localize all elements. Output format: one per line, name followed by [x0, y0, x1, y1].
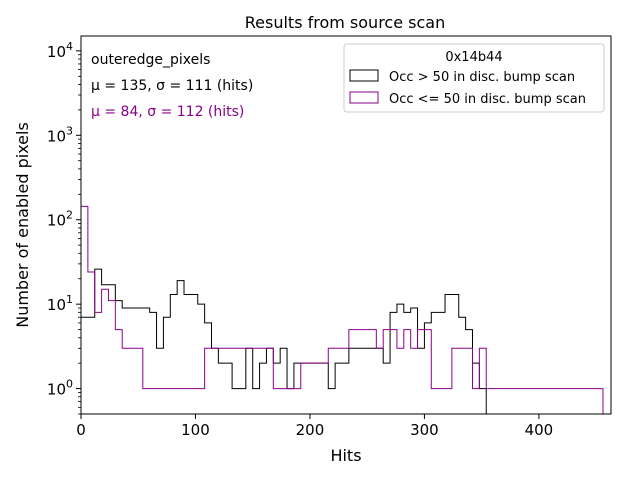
annotation-name: outeredge_pixels: [91, 52, 210, 68]
chart-title: Results from source scan: [245, 13, 445, 32]
annotation-stats-black: μ = 135, σ = 111 (hits): [91, 78, 253, 94]
legend-box: [343, 43, 605, 113]
x-tick-label: 100: [181, 421, 210, 439]
y-tick-label: 102: [47, 209, 73, 230]
y-tick-label: 101: [47, 293, 73, 314]
legend-swatch-black: [349, 69, 379, 82]
annotation-stats-purple: μ = 84, σ = 112 (hits): [91, 104, 244, 120]
y-tick-label: 104: [47, 40, 73, 61]
legend-entry-purple: Occ <= 50 in disc. bump scan: [389, 92, 586, 107]
legend-swatch-purple: [349, 91, 379, 104]
histogram-series-0: [80, 268, 487, 414]
x-tick-label: 0: [76, 421, 86, 439]
legend: 0x14b44 Occ > 50 in disc. bump scan Occ …: [343, 43, 605, 113]
histogram-series-1: [80, 205, 604, 414]
legend-entry-black: Occ > 50 in disc. bump scan: [389, 70, 575, 85]
x-axis-label: Hits: [330, 446, 361, 465]
series-layer: [80, 205, 604, 414]
x-tick-label: 300: [410, 421, 439, 439]
plot-frame: [80, 35, 612, 415]
legend-title: 0x14b44: [445, 50, 502, 65]
x-tick-label: 200: [296, 421, 325, 439]
x-tick-label: 400: [525, 421, 554, 439]
y-tick-label: 103: [47, 124, 73, 145]
y-axis-label: Number of enabled pixels: [13, 122, 32, 328]
axes-layer: 0 100 200 300 400 100 101 102 103 104: [47, 40, 553, 439]
y-tick-label: 100: [47, 378, 73, 399]
